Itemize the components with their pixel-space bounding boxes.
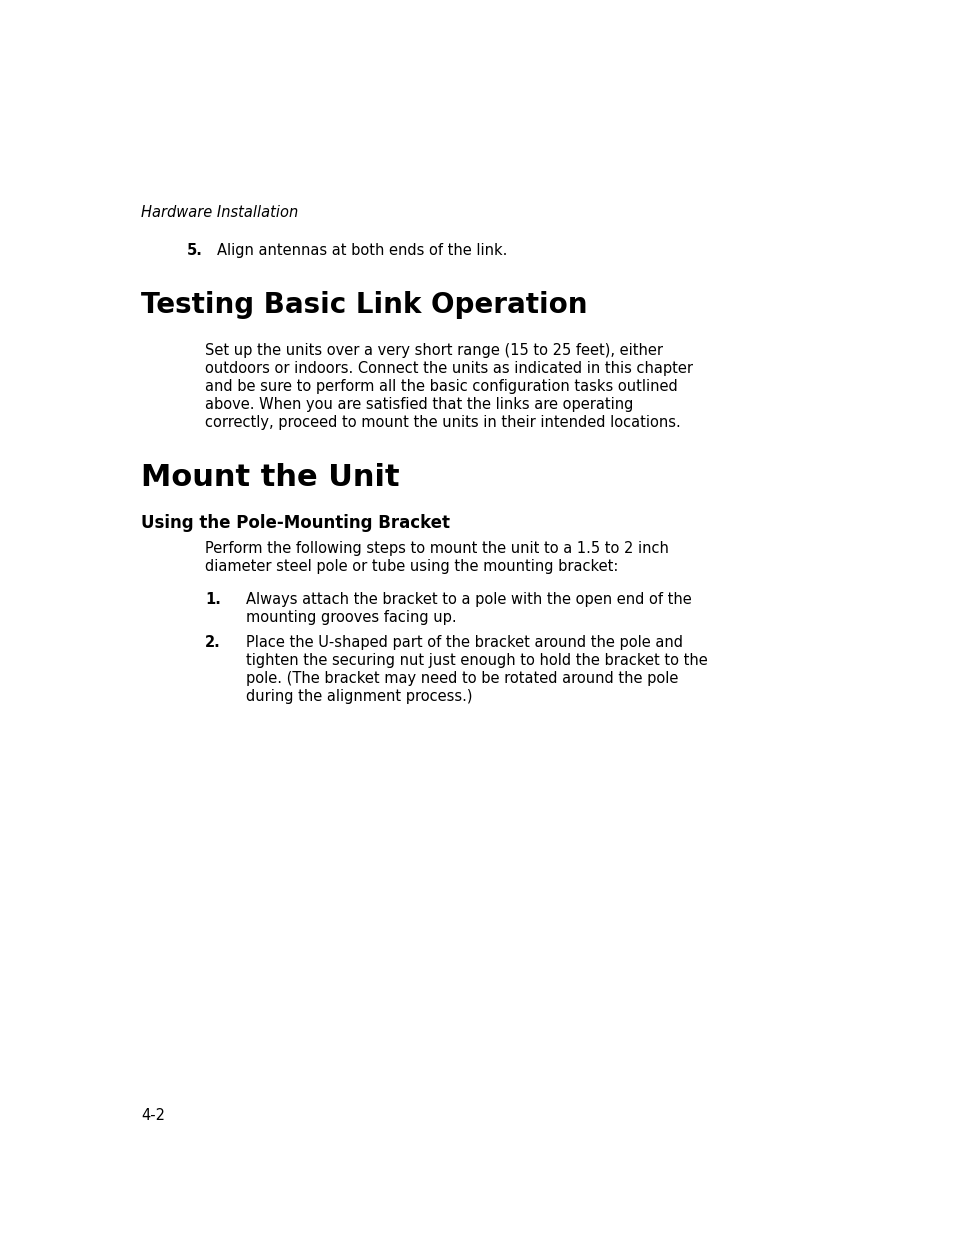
Text: Set up the units over a very short range (15 to 25 feet), either: Set up the units over a very short range…: [205, 343, 662, 358]
Text: Testing Basic Link Operation: Testing Basic Link Operation: [141, 291, 587, 319]
Text: 2.: 2.: [205, 635, 221, 650]
Text: tighten the securing nut just enough to hold the bracket to the: tighten the securing nut just enough to …: [246, 653, 707, 668]
Text: Perform the following steps to mount the unit to a 1.5 to 2 inch: Perform the following steps to mount the…: [205, 541, 668, 556]
Text: Align antennas at both ends of the link.: Align antennas at both ends of the link.: [217, 243, 507, 258]
Text: outdoors or indoors. Connect the units as indicated in this chapter: outdoors or indoors. Connect the units a…: [205, 361, 693, 375]
Text: Place the U-shaped part of the bracket around the pole and: Place the U-shaped part of the bracket a…: [246, 635, 682, 650]
Text: Always attach the bracket to a pole with the open end of the: Always attach the bracket to a pole with…: [246, 592, 691, 606]
Text: correctly, proceed to mount the units in their intended locations.: correctly, proceed to mount the units in…: [205, 415, 680, 430]
Text: during the alignment process.): during the alignment process.): [246, 689, 472, 704]
Text: above. When you are satisfied that the links are operating: above. When you are satisfied that the l…: [205, 396, 633, 412]
Text: Using the Pole-Mounting Bracket: Using the Pole-Mounting Bracket: [141, 514, 450, 532]
Text: and be sure to perform all the basic configuration tasks outlined: and be sure to perform all the basic con…: [205, 379, 678, 394]
Text: Mount the Unit: Mount the Unit: [141, 463, 399, 492]
Text: Hardware Installation: Hardware Installation: [141, 205, 298, 220]
Text: pole. (The bracket may need to be rotated around the pole: pole. (The bracket may need to be rotate…: [246, 671, 678, 685]
Text: 5.: 5.: [187, 243, 203, 258]
Text: 4-2: 4-2: [141, 1108, 165, 1123]
Text: diameter steel pole or tube using the mounting bracket:: diameter steel pole or tube using the mo…: [205, 559, 618, 574]
Text: mounting grooves facing up.: mounting grooves facing up.: [246, 610, 456, 625]
Text: 1.: 1.: [205, 592, 221, 606]
